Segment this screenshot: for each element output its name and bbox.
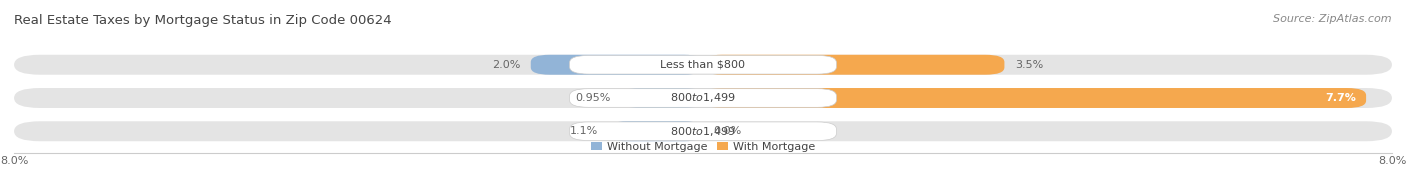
FancyBboxPatch shape xyxy=(569,55,837,74)
FancyBboxPatch shape xyxy=(14,55,1392,75)
Text: $800 to $1,499: $800 to $1,499 xyxy=(671,92,735,104)
Text: 3.5%: 3.5% xyxy=(1015,60,1043,70)
Text: 0.95%: 0.95% xyxy=(575,93,610,103)
FancyBboxPatch shape xyxy=(621,88,703,108)
Text: Less than $800: Less than $800 xyxy=(661,60,745,70)
Text: 7.7%: 7.7% xyxy=(1324,93,1355,103)
Text: 1.1%: 1.1% xyxy=(569,126,598,136)
FancyBboxPatch shape xyxy=(14,121,1392,141)
FancyBboxPatch shape xyxy=(703,88,1367,108)
Text: Real Estate Taxes by Mortgage Status in Zip Code 00624: Real Estate Taxes by Mortgage Status in … xyxy=(14,14,392,27)
FancyBboxPatch shape xyxy=(531,55,703,75)
FancyBboxPatch shape xyxy=(569,89,837,107)
Text: 0.0%: 0.0% xyxy=(713,126,741,136)
FancyBboxPatch shape xyxy=(609,121,703,141)
Text: 2.0%: 2.0% xyxy=(492,60,520,70)
Text: $800 to $1,499: $800 to $1,499 xyxy=(671,125,735,138)
Text: Source: ZipAtlas.com: Source: ZipAtlas.com xyxy=(1274,14,1392,24)
Legend: Without Mortgage, With Mortgage: Without Mortgage, With Mortgage xyxy=(586,137,820,156)
FancyBboxPatch shape xyxy=(14,88,1392,108)
FancyBboxPatch shape xyxy=(569,122,837,141)
FancyBboxPatch shape xyxy=(703,55,1004,75)
